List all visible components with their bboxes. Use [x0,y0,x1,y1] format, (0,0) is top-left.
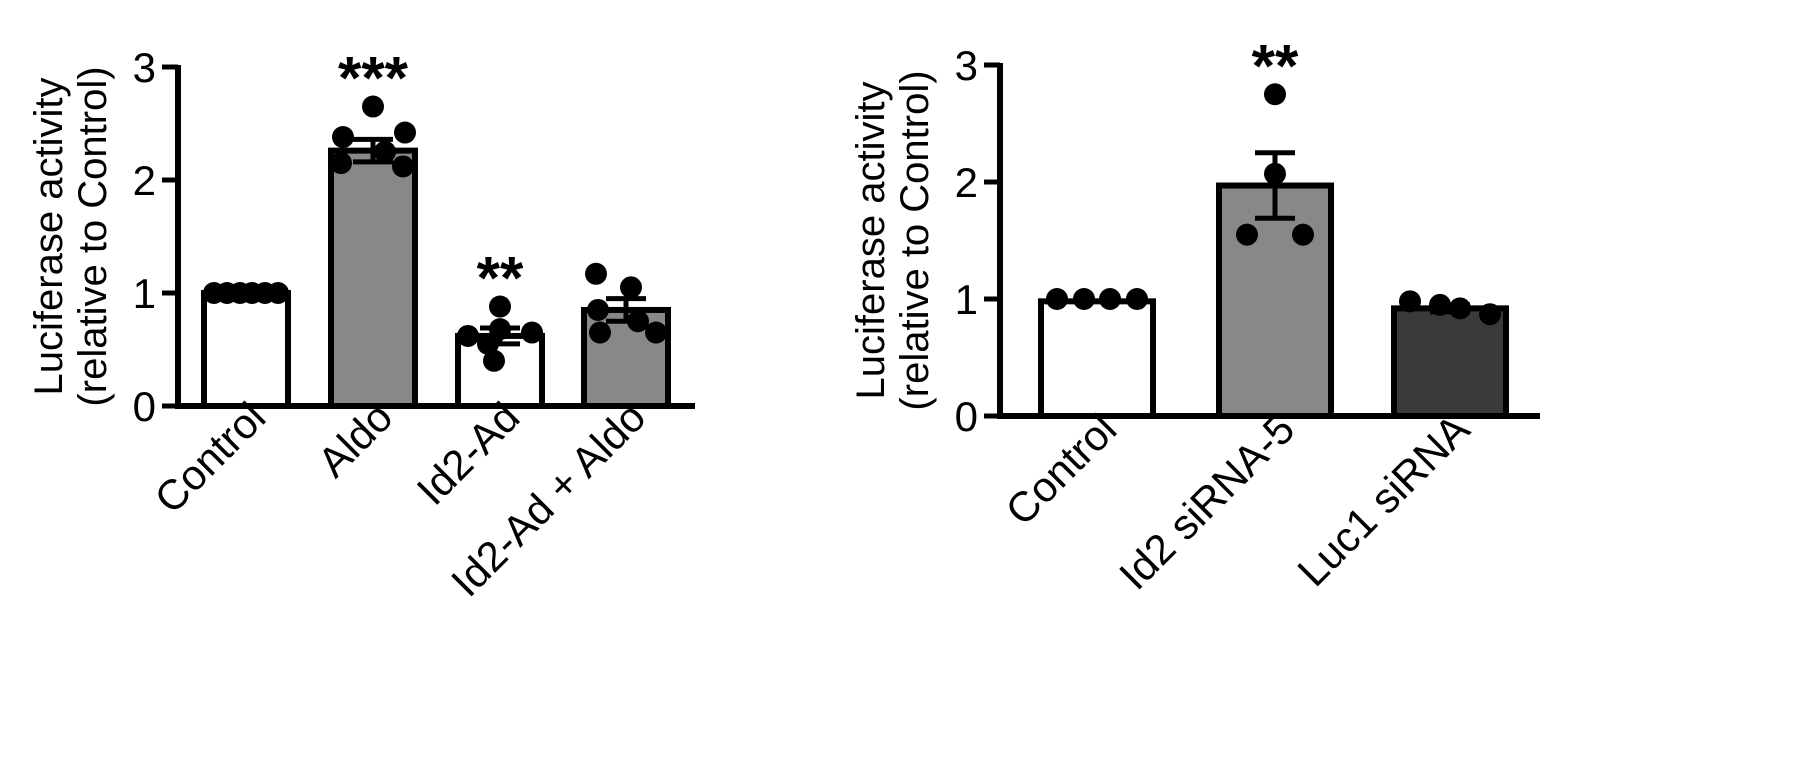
data-point [267,282,289,304]
data-point [330,152,352,175]
bar-1 [328,147,418,409]
category-label: Luc1 siRNA [1288,405,1478,595]
data-point [1292,223,1314,246]
data-point [392,155,414,178]
category-label: Id2 siRNA-5 [1110,405,1303,598]
y-tick-label: 0 [133,383,156,430]
data-point [645,321,667,344]
data-point [521,321,543,344]
data-point [585,262,607,285]
y-axis-label-line: Luciferase activity [27,78,71,396]
y-tick-label: 1 [955,276,978,323]
y-axis-label-line: Luciferase activity [849,82,893,400]
category-label: Control [145,393,274,522]
data-point [489,318,511,341]
data-point [332,126,354,149]
y-tick-label: 2 [955,159,978,206]
y-axis-label: Luciferase activity(relative to Control) [849,70,937,410]
category-label: Id2-Ad [408,393,529,514]
y-tick-label: 3 [955,42,978,89]
data-point [587,298,609,321]
chart-panel-left: 0 1 2 3 Luciferase activity(relative to Cont… [27,44,695,606]
data-point [627,310,649,333]
data-point [362,95,384,118]
data-point [1126,288,1148,310]
data-point [457,324,479,347]
y-tick-label: 2 [133,157,156,204]
data-point [620,276,642,299]
data-point [483,349,505,372]
y-tick-label: 1 [133,270,156,317]
bar-2 [455,332,545,409]
data-point [489,295,511,318]
chart-panel-right: 0 1 2 3 Luciferase activity(relative to Cont… [849,32,1540,598]
significance-label: ** [1252,32,1299,99]
data-point [477,332,499,355]
bar-0 [201,290,291,409]
y-axis-label-line: (relative to Control) [71,66,115,406]
data-point [1449,297,1471,320]
data-point [1236,223,1258,246]
significance-label: *** [338,45,409,112]
data-point [1099,288,1121,310]
y-axis-label-line: (relative to Control) [893,70,937,410]
y-axis-label: Luciferase activity(relative to Control) [27,66,115,406]
bar-2 [1391,305,1509,419]
data-point [374,140,396,163]
bar-0 [1038,298,1156,419]
category-label: Control [996,405,1125,534]
data-point [589,321,611,344]
data-point [394,121,416,144]
data-point [1046,288,1068,310]
data-point [1264,162,1286,185]
data-point [1264,83,1286,106]
y-tick-label: 0 [955,393,978,440]
data-point [1429,293,1451,316]
data-point [1399,290,1421,313]
y-tick-label: 3 [133,44,156,91]
data-point [1073,288,1095,310]
data-point [1479,303,1501,326]
significance-label: ** [477,245,524,312]
